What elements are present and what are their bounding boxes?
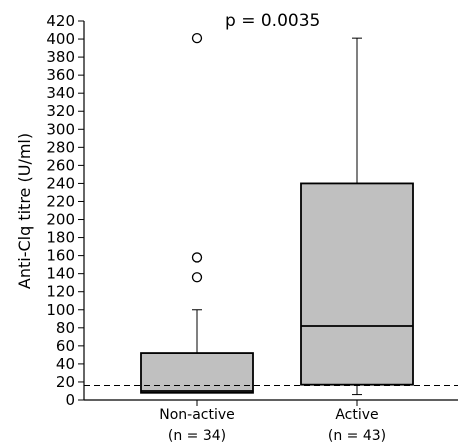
y-tick-label: 160	[46, 247, 75, 265]
outlier-point	[191, 272, 203, 283]
y-tick-label: 20	[56, 373, 75, 391]
y-tick-label: 80	[56, 319, 75, 337]
y-tick-label: 260	[46, 156, 75, 174]
y-tick-label: 0	[65, 391, 75, 409]
y-tick-label: 220	[46, 192, 75, 210]
y-tick-label: 400	[46, 30, 75, 48]
y-tick-label: 100	[46, 301, 75, 319]
y-tick-label: 200	[46, 211, 75, 229]
y-tick-label: 360	[46, 66, 75, 84]
y-tick-label: 180	[46, 229, 75, 247]
outlier-point	[191, 32, 203, 44]
y-tick-label: 320	[46, 102, 75, 120]
category-n-label: (n = 43)	[328, 428, 386, 444]
y-tick-label: 420	[46, 12, 75, 30]
category-label: Active	[335, 407, 378, 423]
y-tick-label: 240	[46, 174, 75, 192]
y-tick-label: 120	[46, 283, 75, 301]
y-tick-label: 140	[46, 265, 75, 283]
y-tick-label: 380	[46, 48, 75, 66]
plot-area: 0204060801001201401601802002202402602803…	[46, 12, 458, 444]
box-active	[300, 182, 414, 386]
y-tick-label: 60	[56, 337, 75, 355]
box-non-active	[140, 352, 254, 394]
y-tick-label: 340	[46, 84, 75, 102]
category-label: Non-active	[159, 407, 235, 423]
y-tick-label: 300	[46, 120, 75, 138]
y-tick-label: 40	[56, 355, 75, 373]
y-tick-label: 280	[46, 138, 75, 156]
p-value-annotation: p = 0.0035	[225, 11, 320, 31]
outlier-point	[191, 252, 203, 263]
y-axis-label: Anti-Clq titre (U/ml)	[15, 133, 34, 289]
category-n-label: (n = 34)	[168, 428, 226, 444]
